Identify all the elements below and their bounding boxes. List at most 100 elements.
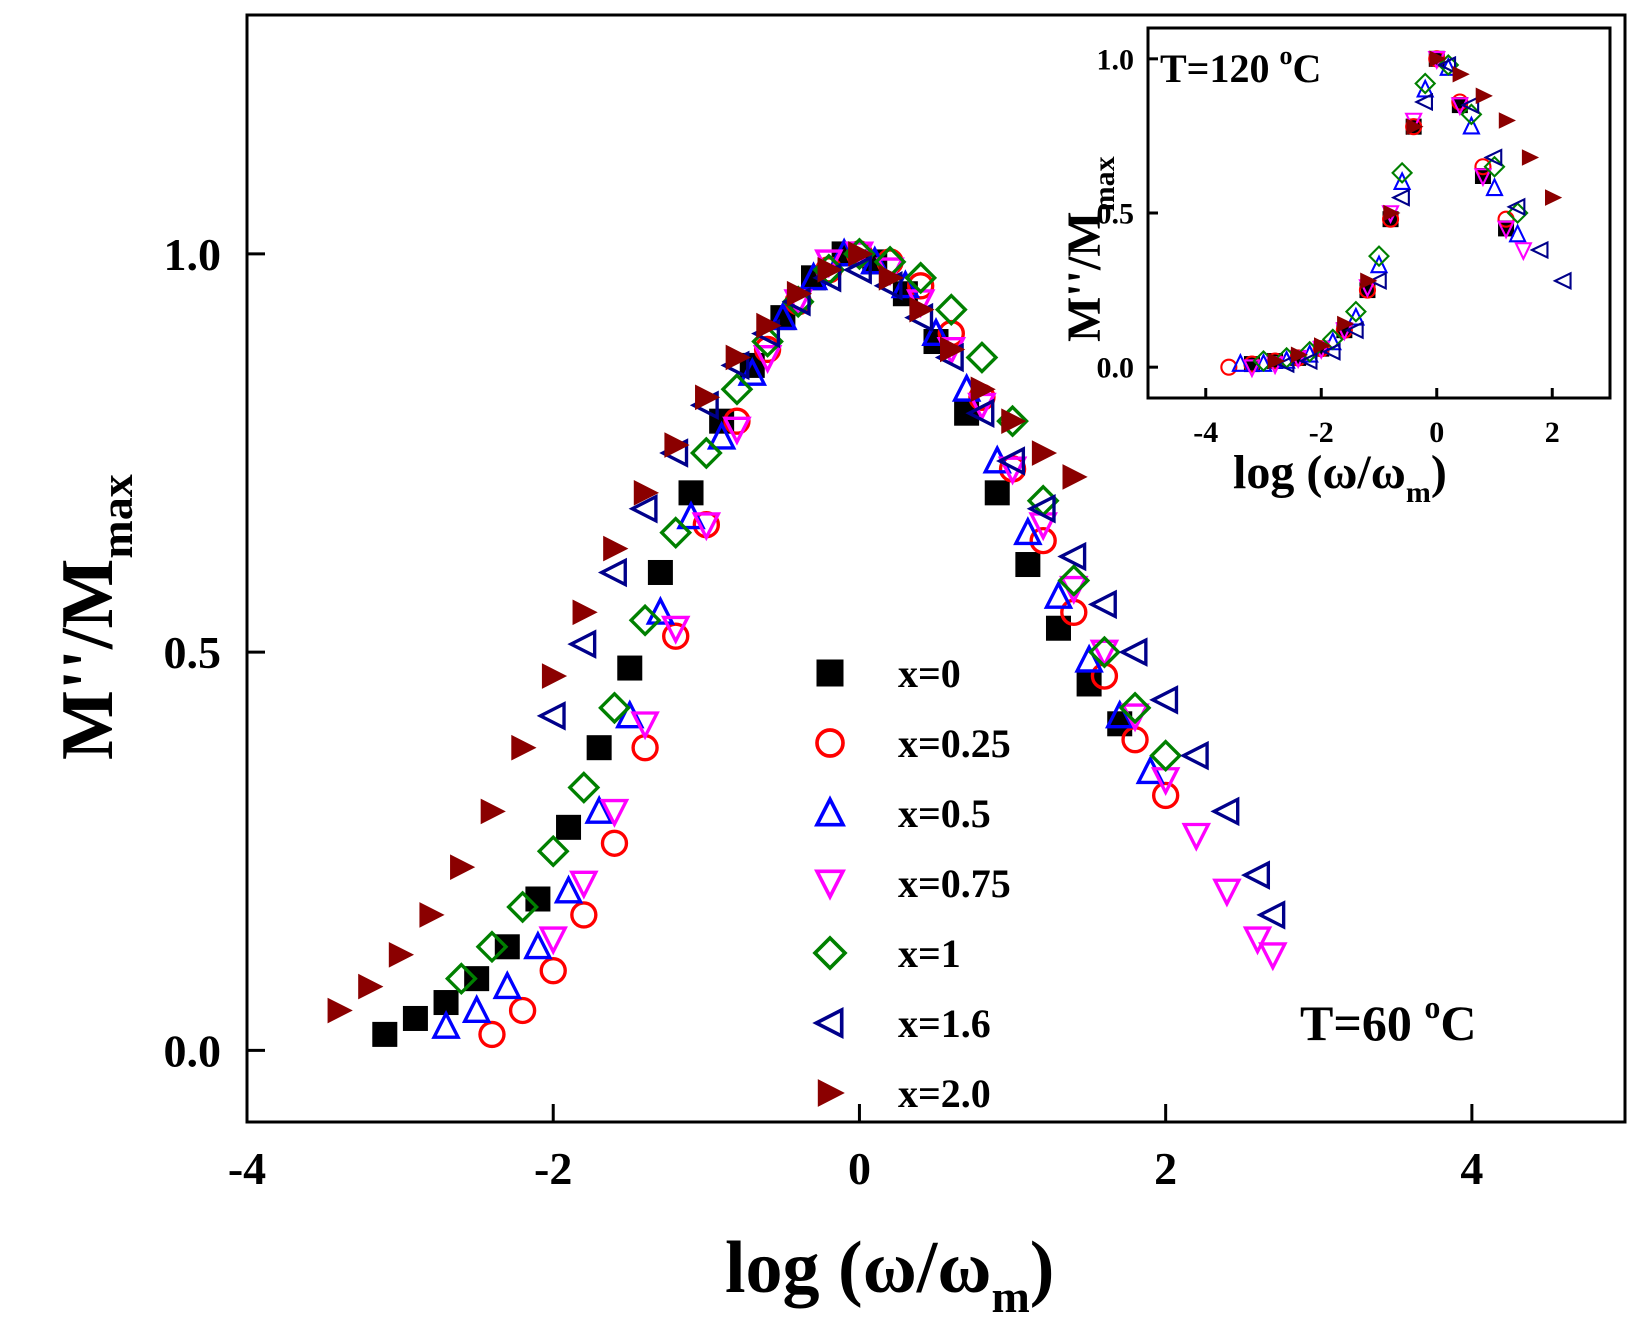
main-x-tick-label: 4 [1460, 1143, 1483, 1194]
inset-data-point [1314, 337, 1332, 354]
legend-label: x=2.0 [898, 1071, 991, 1116]
main-data-point [907, 272, 935, 300]
main-data-point [633, 480, 659, 506]
main-plot-frame [245, 13, 1627, 1124]
main-data-point [752, 344, 783, 374]
main-data-point [600, 829, 629, 857]
inset-data-point [1290, 346, 1309, 364]
main-data-point [1118, 691, 1152, 725]
main-data-point [358, 973, 384, 1000]
main-data-point [569, 870, 599, 900]
main-data-point [1057, 564, 1091, 597]
main-series-2 [478, 240, 1180, 1049]
main-data-point [1088, 635, 1121, 669]
inset-y-tick-label: 1.0 [1097, 43, 1135, 76]
inset-data-point [1321, 342, 1341, 361]
legend-marker [812, 935, 848, 971]
inset-data-point [1414, 72, 1437, 95]
inset-data-point [1508, 223, 1527, 243]
main-data-point [372, 1021, 398, 1047]
inset-data-point [1452, 65, 1470, 83]
main-data-point [817, 257, 843, 283]
inset-plot-frame [1146, 26, 1612, 400]
main-data-point [536, 701, 566, 731]
main-data-point [599, 798, 630, 828]
inset-data-point [1406, 118, 1424, 135]
inset-data-point [1344, 320, 1364, 340]
main-data-point [444, 962, 478, 996]
main-data-point [508, 996, 537, 1025]
main-data-point [970, 376, 996, 403]
main-data-point [1087, 589, 1117, 620]
inset-x-tick-label: 0 [1429, 416, 1444, 449]
main-data-point [388, 941, 415, 968]
main-data-point [419, 902, 445, 928]
inset-data-point [1483, 148, 1503, 167]
main-x-axis-title-sub: m [991, 1271, 1029, 1322]
legend-marker [817, 1079, 845, 1107]
main-data-point [722, 416, 752, 446]
inset-series-6 [1275, 55, 1572, 374]
inset-data-point [1390, 188, 1410, 207]
main-data-point [598, 691, 631, 725]
legend-marker [812, 1007, 844, 1039]
main-y-tick-label: 0.0 [164, 1025, 222, 1076]
main-data-point [904, 261, 938, 295]
inset-data-point [1337, 315, 1355, 333]
main-data-point [628, 494, 658, 524]
inset-y-tick-label: 0.5 [1097, 198, 1135, 231]
inset-data-point [1529, 240, 1549, 260]
main-data-point [664, 432, 690, 458]
main-data-point [570, 901, 598, 929]
inset-data-point [1485, 177, 1504, 197]
main-y-tick-label: 1.0 [164, 229, 222, 280]
main-annotation: T=60 oC [1300, 989, 1476, 1051]
inset-data-point [1506, 197, 1526, 217]
main-data-point [1031, 440, 1058, 466]
inset-data-point [1496, 220, 1516, 240]
main-data-point [878, 264, 904, 291]
main-data-point [1212, 878, 1242, 908]
main-series-7 [327, 241, 1088, 1024]
main-x-axis-title-close: ) [1030, 1227, 1055, 1309]
inset-series-7 [1267, 50, 1563, 370]
inset-data-point [1368, 245, 1390, 268]
main-data-point [431, 1009, 461, 1039]
main-data-point [1015, 552, 1041, 578]
main-data-point [725, 344, 751, 371]
inset-data-point [1460, 95, 1480, 115]
main-data-point [1057, 541, 1087, 572]
main-data-point [756, 312, 782, 339]
main-data-point [461, 993, 492, 1023]
inset-data-point [1521, 149, 1540, 166]
inset-data-point [1231, 352, 1250, 372]
inset-data-point [1220, 358, 1238, 376]
main-data-point [617, 655, 643, 681]
main-data-point [567, 771, 601, 804]
main-data-point [492, 970, 523, 1000]
main-annotation-unit: C [1440, 995, 1476, 1051]
main-annotation-text: T=60 [1300, 995, 1424, 1051]
main-series [327, 237, 1288, 1049]
main-data-point [965, 398, 995, 428]
main-y-axis-title: M''/Mmax [47, 474, 142, 760]
main-data-point [1013, 516, 1043, 546]
main-data-point [567, 629, 597, 659]
main-data-point [475, 930, 509, 964]
inset-data-point [1298, 351, 1318, 371]
inset-data-point [1473, 168, 1493, 188]
inset-data-point [1462, 115, 1481, 135]
legend-label: x=0.75 [898, 861, 1011, 906]
main-data-point [909, 296, 935, 323]
main-x-axis-title-text: log (ω/ω [725, 1227, 991, 1309]
main-x-axis-title: log (ω/ωm) [725, 1227, 1054, 1322]
main-data-point [511, 734, 537, 761]
main-data-point [480, 798, 506, 825]
main-x-ticks: -4 -2 0 2 4 [228, 1104, 1483, 1194]
main-data-point [1043, 579, 1074, 609]
main-data-point [1242, 926, 1273, 956]
inset-data-point [1367, 271, 1387, 291]
inset-y-axis-title-text: M''/M [1058, 211, 1111, 342]
main-data-point [720, 372, 754, 406]
